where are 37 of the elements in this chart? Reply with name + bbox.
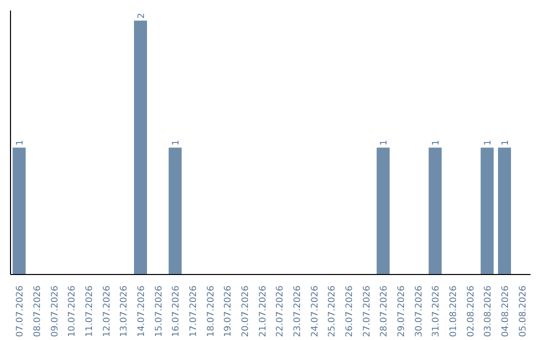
x-tick-label: 08.07.2026 — [33, 285, 43, 338]
x-tick-label: 29.07.2026 — [397, 285, 407, 338]
x-tick-label: 07.07.2026 — [16, 285, 26, 338]
x-tick-label: 25.07.2026 — [328, 285, 338, 338]
data-label: 1 — [380, 140, 390, 146]
x-tick-label: 13.07.2026 — [120, 285, 130, 338]
data-label: 1 — [432, 140, 442, 146]
x-tick-label: 14.07.2026 — [137, 285, 147, 338]
x-tick-label: 30.07.2026 — [414, 285, 424, 338]
x-tick-label: 19.07.2026 — [224, 285, 234, 338]
data-label: 1 — [172, 140, 182, 146]
x-tick-label: 12.07.2026 — [102, 285, 112, 338]
data-label: 1 — [484, 140, 494, 146]
x-tick-label: 26.07.2026 — [345, 285, 355, 338]
x-tick-label: 17.07.2026 — [189, 285, 199, 338]
data-label: 1 — [16, 140, 26, 146]
x-tick-label: 01.08.2026 — [449, 285, 459, 338]
x-tick-label: 31.07.2026 — [432, 285, 442, 338]
x-tick-label: 22.07.2026 — [276, 285, 286, 338]
x-tick-label: 20.07.2026 — [241, 285, 251, 338]
x-tick-label: 23.07.2026 — [293, 285, 303, 338]
x-tick-label: 10.07.2026 — [68, 285, 78, 338]
x-tick-label: 09.07.2026 — [50, 285, 60, 338]
x-tick-label: 02.08.2026 — [466, 285, 476, 338]
x-tick-label: 27.07.2026 — [362, 285, 372, 338]
x-tick-label: 16.07.2026 — [172, 285, 182, 338]
x-tick-label: 28.07.2026 — [380, 285, 390, 338]
data-label: 2 — [137, 12, 147, 19]
x-tick-label: 11.07.2026 — [85, 285, 95, 338]
x-tick-label: 18.07.2026 — [206, 285, 216, 338]
x-tick-label: 04.08.2026 — [501, 285, 511, 338]
x-tick-label: 15.07.2026 — [154, 285, 164, 338]
x-tick-label: 05.08.2026 — [518, 285, 528, 338]
x-tick-label: 21.07.2026 — [258, 285, 268, 338]
x-tick-label: 24.07.2026 — [310, 285, 320, 338]
data-label: 1 — [501, 140, 511, 146]
x-tick-label: 03.08.2026 — [484, 285, 494, 338]
